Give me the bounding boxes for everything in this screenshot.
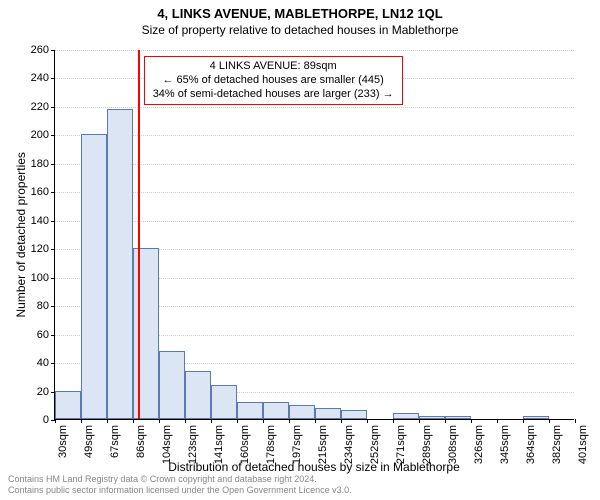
footnote-line-1: Contains HM Land Registry data © Crown c… [8,474,352,485]
annotation-line: 4 LINKS AVENUE: 89sqm [153,60,394,74]
x-tick-mark [575,419,576,423]
y-tick-label: 120 [31,243,55,255]
histogram-bar [263,402,289,419]
y-tick-label: 0 [43,414,55,426]
x-tick-label: 30sqm [57,425,69,458]
histogram-bar [81,134,107,419]
x-tick-mark [471,419,472,423]
y-tick-label: 60 [37,329,55,341]
histogram-bar [159,351,185,419]
x-tick-label: 364sqm [525,425,537,464]
y-tick-label: 240 [31,72,55,84]
histogram-bar [107,109,133,419]
y-tick-label: 220 [31,101,55,113]
x-tick-label: 104sqm [161,425,173,464]
x-tick-label: 215sqm [317,425,329,464]
x-tick-label: 67sqm [109,425,121,458]
x-tick-mark [549,419,550,423]
x-tick-mark [445,419,446,423]
histogram-bar [55,391,81,419]
x-tick-label: 197sqm [291,425,303,464]
annotation-box: 4 LINKS AVENUE: 89sqm← 65% of detached h… [144,56,403,105]
x-tick-label: 401sqm [577,425,589,464]
super-title: 4, LINKS AVENUE, MABLETHORPE, LN12 1QL [0,0,600,21]
histogram-bar [211,385,237,419]
x-tick-label: 178sqm [265,425,277,464]
chart-root: 4, LINKS AVENUE, MABLETHORPE, LN12 1QL S… [0,0,600,500]
histogram-bar [315,408,341,419]
x-tick-label: 382sqm [551,425,563,464]
x-tick-label: 326sqm [473,425,485,464]
histogram-bar [393,413,419,419]
y-tick-label: 80 [37,300,55,312]
annotation-line: 34% of semi-detached houses are larger (… [153,88,394,102]
x-tick-label: 271sqm [395,425,407,464]
plot-area: 02040608010012014016018020022024026030sq… [54,50,574,420]
x-tick-mark [367,419,368,423]
histogram-bar [341,410,367,419]
x-tick-mark [185,419,186,423]
footnote-line-2: Contains public sector information licen… [8,485,352,496]
histogram-bar [523,416,549,419]
x-tick-mark [419,419,420,423]
y-tick-label: 160 [31,186,55,198]
histogram-bar [237,402,263,419]
annotation-line: ← 65% of detached houses are smaller (44… [153,74,394,88]
x-tick-mark [55,419,56,423]
histogram-bar [185,371,211,419]
x-tick-mark [81,419,82,423]
y-tick-label: 200 [31,129,55,141]
histogram-bar [419,416,445,419]
footnote: Contains HM Land Registry data © Crown c… [8,474,352,496]
y-tick-label: 140 [31,215,55,227]
gridline [55,107,574,108]
x-tick-mark [263,419,264,423]
x-tick-mark [523,419,524,423]
x-tick-label: 308sqm [447,425,459,464]
gridline [55,50,574,51]
y-tick-label: 20 [37,386,55,398]
x-tick-mark [107,419,108,423]
x-tick-label: 49sqm [83,425,95,458]
x-tick-label: 234sqm [343,425,355,464]
x-tick-mark [497,419,498,423]
y-tick-label: 100 [31,272,55,284]
x-tick-label: 123sqm [187,425,199,464]
histogram-bar [445,416,471,419]
x-tick-label: 141sqm [213,425,225,464]
x-tick-mark [211,419,212,423]
y-tick-label: 260 [31,44,55,56]
property-marker-line [138,50,140,419]
x-tick-mark [237,419,238,423]
x-tick-label: 160sqm [239,425,251,464]
sub-title: Size of property relative to detached ho… [0,21,600,37]
x-axis-label: Distribution of detached houses by size … [54,460,574,474]
x-tick-mark [341,419,342,423]
x-tick-label: 289sqm [421,425,433,464]
histogram-bar [289,405,315,419]
x-tick-label: 345sqm [499,425,511,464]
x-tick-mark [393,419,394,423]
x-tick-label: 86sqm [135,425,147,458]
y-tick-label: 40 [37,357,55,369]
x-tick-mark [315,419,316,423]
x-tick-mark [133,419,134,423]
x-tick-label: 252sqm [369,425,381,464]
y-tick-label: 180 [31,158,55,170]
x-tick-mark [289,419,290,423]
y-axis-label: Number of detached properties [14,152,28,317]
x-tick-mark [159,419,160,423]
